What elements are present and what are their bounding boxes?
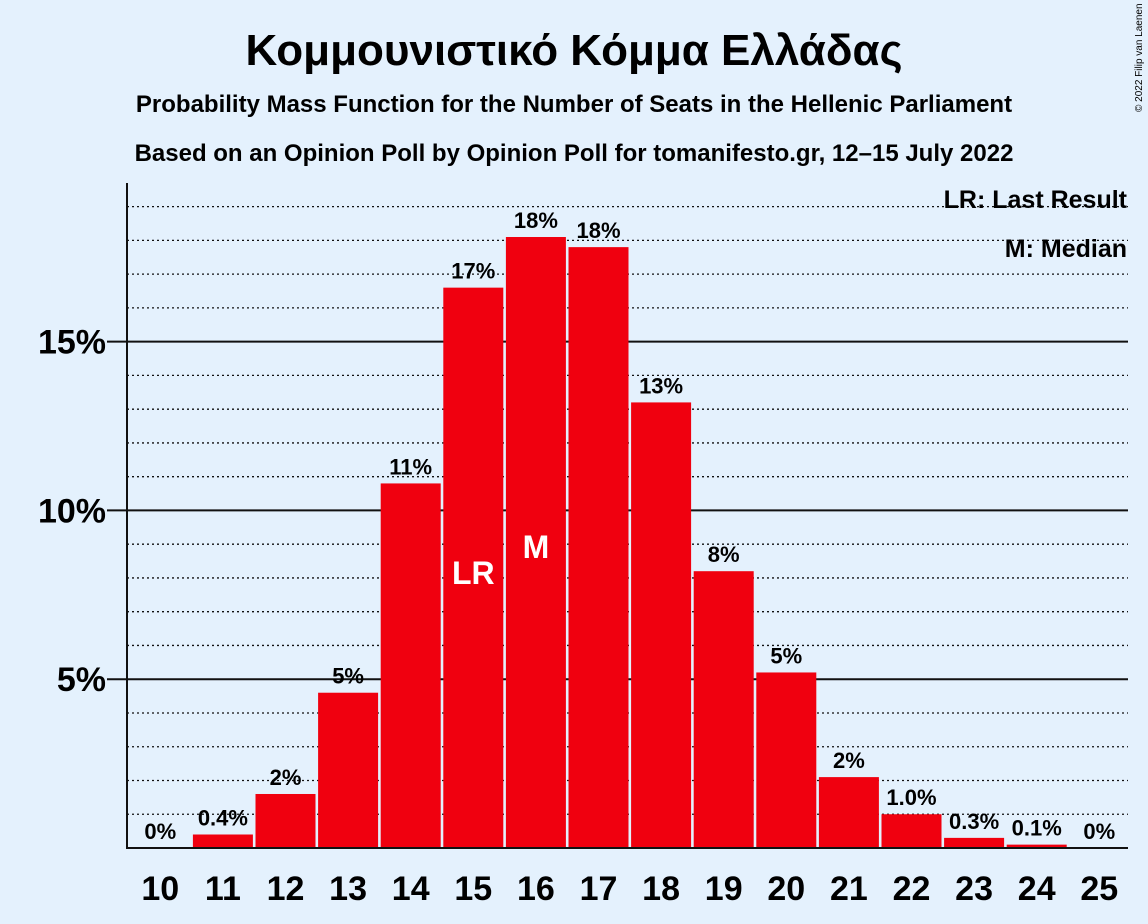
legend-last-result: LR: Last Result [944,186,1128,214]
bars [192,237,1067,849]
bar [568,247,629,848]
bar [944,837,1005,848]
bar [443,287,504,849]
data-label: 2% [270,765,302,790]
chart-subtitle: Probability Mass Function for the Number… [136,91,1012,118]
chart-subtitle-source: Based on an Opinion Poll by Opinion Poll… [135,140,1014,167]
data-label: 18% [514,208,558,233]
data-label: 5% [332,664,364,689]
data-label: 1.0% [886,785,936,810]
bar [255,793,316,848]
data-label: 18% [576,218,620,243]
data-label: 0.3% [949,809,999,834]
data-label: 11% [389,454,432,479]
bar [505,237,566,849]
x-tick-label: 14 [392,870,430,908]
bar [818,777,879,848]
y-tick-label: 10% [38,492,106,530]
x-tick-label: 18 [642,870,680,908]
copyright-note: © 2022 Filip van Laenen [1134,3,1145,112]
data-label: 0.4% [198,805,248,830]
bar [318,692,379,848]
labels: 5% 10% 15% 0% 10 0.4% 11 2% 12 5% 13 11% 14 17% 15 LR 18… [38,208,1118,908]
data-label: 0.1% [1012,816,1062,841]
bar [380,483,441,848]
x-tick-label: 19 [705,870,743,908]
x-tick-label: 13 [329,870,367,908]
data-label: 17% [451,259,495,284]
x-tick-label: 20 [767,870,805,908]
data-label: 5% [770,643,802,668]
x-tick-label: 16 [517,870,555,908]
x-tick-label: 23 [955,870,993,908]
bar [756,672,817,848]
last-result-marker: LR [452,555,495,591]
data-label: 0% [144,819,176,844]
median-marker: M [523,529,550,565]
data-label: 0% [1083,819,1115,844]
x-tick-label: 22 [893,870,931,908]
y-tick-label: 15% [38,324,106,362]
data-label: 13% [639,373,683,398]
x-tick-label: 17 [580,870,618,908]
bar [631,402,692,848]
axes [126,183,1128,849]
x-tick-label: 25 [1080,870,1118,908]
y-tick-label: 5% [57,661,106,699]
chart-title: Κομμουνιστικό Κόμμα Ελλάδας [246,26,903,75]
bar [192,834,253,848]
bar [693,571,754,848]
x-tick-label: 11 [205,870,241,908]
bar [881,814,942,848]
x-tick-label: 24 [1018,870,1056,908]
legend-median: M: Median [1005,235,1127,263]
data-label: 2% [833,748,865,773]
x-tick-label: 15 [454,870,492,908]
x-tick-label: 10 [141,870,179,908]
x-tick-label: 21 [830,870,868,908]
bar [1006,844,1067,848]
x-tick-label: 12 [267,870,305,908]
data-label: 8% [708,542,740,567]
